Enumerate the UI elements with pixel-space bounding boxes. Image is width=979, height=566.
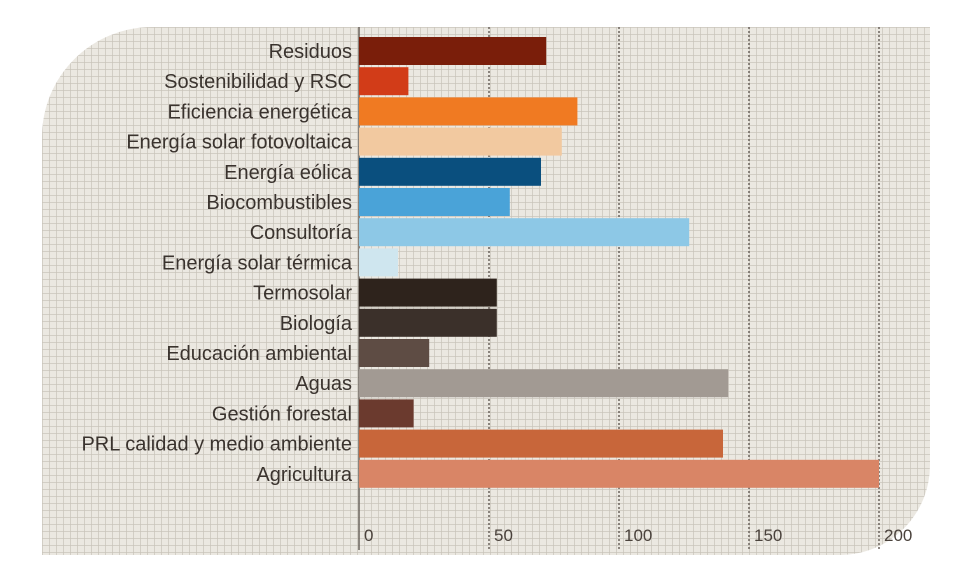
x-tick-label: 0 <box>364 526 373 545</box>
x-tick-label: 100 <box>624 526 652 545</box>
category-label: Sostenibilidad y RSC <box>164 71 352 93</box>
category-label: Biocombustibles <box>206 192 352 214</box>
category-label: Residuos <box>269 41 352 63</box>
category-label: Gestión forestal <box>212 403 352 425</box>
bar <box>359 188 510 216</box>
bar <box>359 248 398 277</box>
bar <box>359 308 497 337</box>
bar <box>359 157 541 186</box>
x-tick-label: 150 <box>754 526 782 545</box>
bar <box>359 339 430 367</box>
category-label: Agricultura <box>256 464 352 486</box>
bar <box>359 127 562 156</box>
bar <box>359 218 690 247</box>
category-label: Consultoría <box>250 222 353 244</box>
bar <box>359 429 723 458</box>
bar <box>359 399 414 428</box>
bar <box>359 37 547 65</box>
category-label: Energía solar térmica <box>162 252 353 274</box>
category-label: Eficiencia energética <box>167 101 352 123</box>
x-tick-label: 200 <box>884 526 912 545</box>
category-label: Termosolar <box>253 283 352 305</box>
bar <box>359 278 497 307</box>
category-label: Energía eólica <box>224 162 353 184</box>
category-label: Energía solar fotovoltaica <box>126 132 353 154</box>
bar <box>359 369 729 398</box>
category-label: Biología <box>280 313 353 335</box>
bar <box>359 97 578 126</box>
x-tick-label: 50 <box>494 526 513 545</box>
category-label: Aguas <box>295 373 352 395</box>
bar <box>359 459 879 488</box>
category-label: Educación ambiental <box>166 343 352 365</box>
category-label: PRL calidad y medio ambiente <box>81 434 352 456</box>
bar <box>359 67 409 96</box>
